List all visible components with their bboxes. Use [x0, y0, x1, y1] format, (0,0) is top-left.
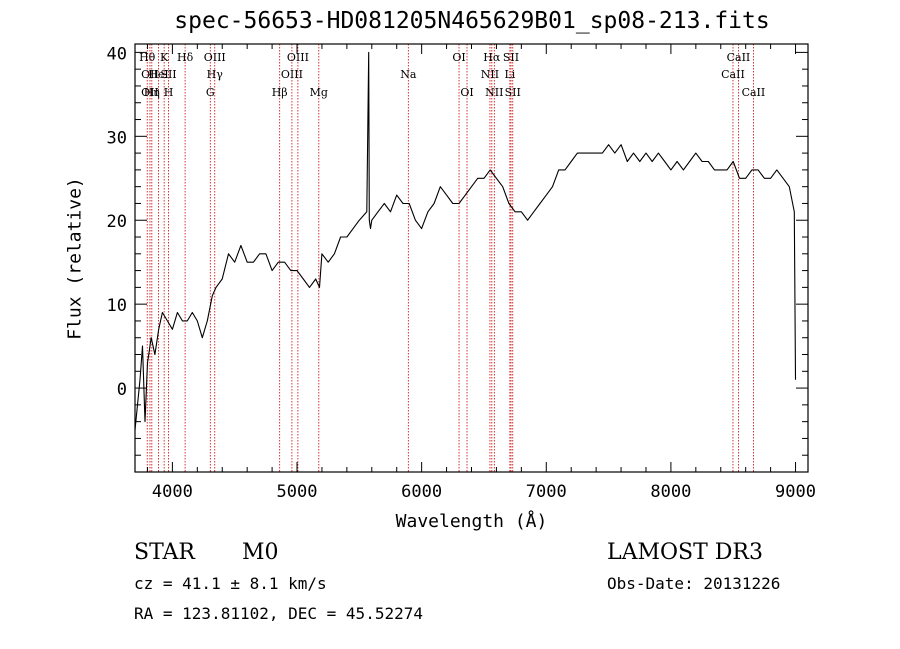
spectrum-line	[134, 51, 797, 431]
line-label-24-0: CaII	[742, 86, 766, 99]
survey-name: LAMOST DR3	[607, 540, 763, 565]
line-label-14-0: OI	[452, 51, 465, 64]
x-axis-ticks: 4000 5000 6000 7000 8000 9000	[146, 44, 816, 502]
line-label-3-0: HeI	[148, 68, 168, 81]
line-label-13-0: Na	[400, 68, 417, 81]
line-label-12-0: Mg	[310, 86, 328, 99]
y-axis-label: Flux (relative)	[64, 177, 86, 340]
line-label-16-0: NII	[481, 68, 499, 81]
redshift-velocity: cz = 41.1 ± 8.1 km/s	[134, 574, 327, 593]
line-label-22-0: CaII	[721, 68, 745, 81]
line-label-2-0: Hη	[144, 86, 160, 99]
y-axis-ticks: 0 10 20 30 40	[107, 44, 808, 456]
object-subclass: M0	[242, 540, 279, 565]
line-label-9-0: Hβ	[272, 86, 288, 99]
line-label-8-0: OIII	[204, 51, 226, 64]
line-label-18-0: NII	[485, 86, 503, 99]
y-tick-label-2: 20	[107, 212, 127, 232]
line-label-23-0: CaII	[727, 51, 751, 64]
y-tick-label-1: 10	[107, 296, 127, 316]
object-class: STAR	[134, 540, 195, 565]
line-label-1-0: OII	[141, 68, 159, 81]
y-tick-label-4: 40	[107, 44, 127, 64]
line-label-15-0: OI	[460, 86, 473, 99]
x-tick-label-5: 9000	[775, 482, 816, 502]
line-label-8-1: Hγ	[207, 68, 224, 81]
line-label-6-0: Hδ	[177, 51, 194, 64]
line-label-19-0: Li	[504, 68, 515, 81]
spectral-line-markers	[146, 44, 754, 472]
spectral-line-labels: HθOIIOIIHηHeIKSIIHHδGOIIIHγHβOIIIOIIIMgN…	[139, 51, 765, 99]
x-tick-label-3: 7000	[526, 482, 567, 502]
line-label-0-0: Hθ	[139, 51, 156, 64]
x-tick-label-4: 8000	[650, 482, 691, 502]
line-label-20-0: SII	[503, 51, 519, 64]
line-label-21-0: SII	[505, 86, 521, 99]
line-label-1-1: OII	[141, 86, 159, 99]
line-label-4-0: K	[160, 51, 169, 64]
line-label-17-0: Hα	[483, 51, 501, 64]
x-tick-label-2: 6000	[401, 482, 442, 502]
x-tick-label-0: 4000	[152, 482, 193, 502]
x-axis-label: Wavelength (Å)	[395, 511, 548, 532]
chart-title: spec-56653-HD081205N465629B01_sp08-213.f…	[174, 8, 770, 34]
y-tick-label-0: 0	[117, 380, 127, 400]
line-label-10-0: OIII	[281, 68, 303, 81]
y-tick-label-3: 30	[107, 128, 127, 148]
observation-date: Obs-Date: 20131226	[607, 574, 781, 593]
line-label-5-0: SII	[160, 68, 176, 81]
line-label-11-0: OIII	[287, 51, 309, 64]
line-label-5-1: H	[164, 86, 174, 99]
x-tick-label-1: 5000	[277, 482, 318, 502]
coordinates: RA = 123.81102, DEC = 45.52274	[134, 604, 423, 623]
line-label-7-0: G	[206, 86, 215, 99]
